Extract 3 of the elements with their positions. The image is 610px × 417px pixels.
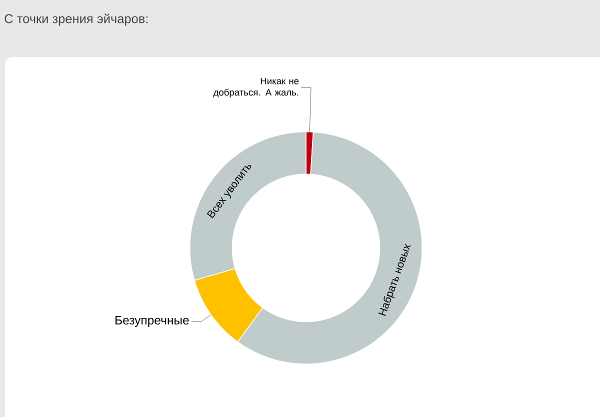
slice-label: Никак не добраться. А жаль. xyxy=(213,78,299,98)
chart-title: С точки зрения эйчаров: xyxy=(4,14,148,26)
slice-label: Безупречные xyxy=(116,316,189,327)
